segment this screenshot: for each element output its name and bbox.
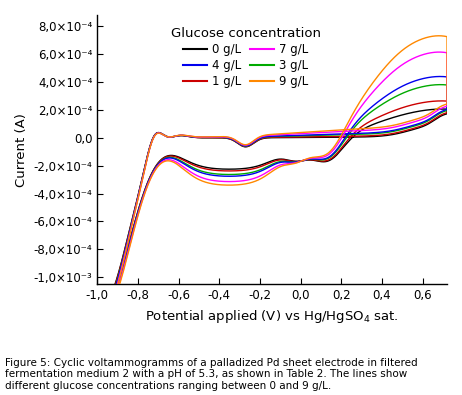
- X-axis label: Potential applied (V) vs Hg/HgSO$_4$ sat.: Potential applied (V) vs Hg/HgSO$_4$ sat…: [145, 308, 399, 325]
- Y-axis label: Current (A): Current (A): [15, 113, 28, 186]
- Text: Figure 5: Cyclic voltammogramms of a palladized Pd sheet electrode in filtered
f: Figure 5: Cyclic voltammogramms of a pal…: [5, 358, 417, 391]
- Legend: 0 g/L, 4 g/L, 1 g/L, 7 g/L, 3 g/L, 9 g/L: 0 g/L, 4 g/L, 1 g/L, 7 g/L, 3 g/L, 9 g/L: [166, 22, 326, 92]
